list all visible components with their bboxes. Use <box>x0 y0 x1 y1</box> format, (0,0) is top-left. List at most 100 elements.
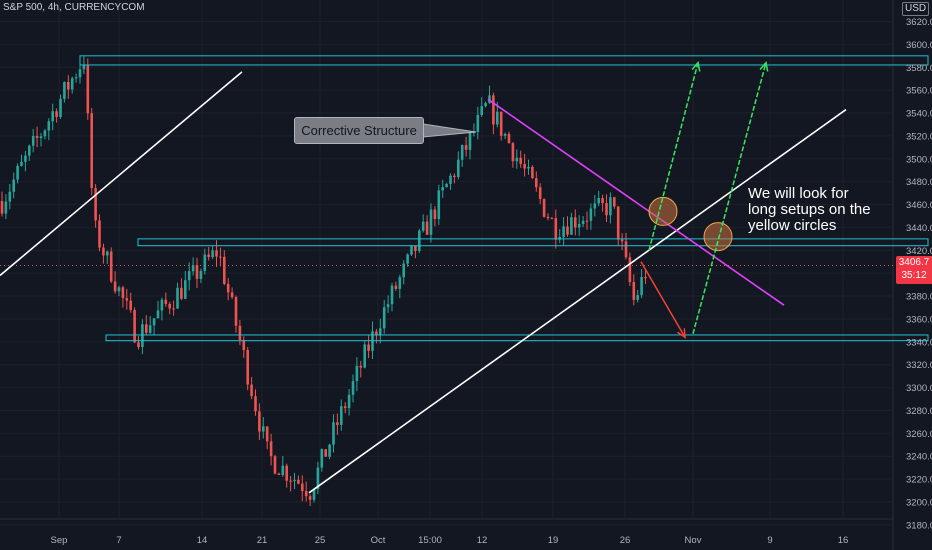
bar-countdown: 35:12 <box>901 270 927 281</box>
candle-body <box>418 230 421 252</box>
candle-body <box>246 350 249 385</box>
candle-body <box>601 198 604 203</box>
grid <box>0 0 894 550</box>
candle-body <box>168 303 171 309</box>
candle-body <box>262 426 265 432</box>
candle-body <box>63 81 66 99</box>
candle-body <box>488 95 491 104</box>
short-arrow-head <box>677 328 686 339</box>
price-tick-label: 3540.0 <box>906 109 932 120</box>
candle-body <box>320 449 324 468</box>
candle-body <box>363 344 366 368</box>
candle-body <box>425 221 429 235</box>
candle-body <box>410 245 413 255</box>
time-tick-label: 14 <box>197 535 208 546</box>
candle-body <box>382 307 386 329</box>
price-tick-label: 3560.0 <box>906 86 932 97</box>
candle-body <box>453 175 456 178</box>
candle-body <box>624 241 628 258</box>
candle-body <box>538 187 542 200</box>
candle-body <box>219 256 222 258</box>
price-tick-label: 3480.0 <box>906 177 932 188</box>
candle-body <box>386 304 390 308</box>
candle-body <box>570 217 573 235</box>
candle-body <box>620 239 624 242</box>
candle-body <box>359 365 363 368</box>
candle-body <box>207 254 210 258</box>
candle-body <box>605 202 608 216</box>
candle-body <box>31 136 35 146</box>
long-setup-note[interactable]: We will look for long setups on the yell… <box>748 185 871 234</box>
candle-body <box>258 411 261 432</box>
candle-body <box>523 163 526 169</box>
candle-body <box>332 422 335 445</box>
candle-body <box>336 422 339 425</box>
candle-body <box>152 318 156 326</box>
candle-body <box>55 111 58 117</box>
candle-body <box>632 282 636 300</box>
candle-body <box>269 441 273 457</box>
candle-body <box>156 310 160 319</box>
candle-body <box>394 285 398 289</box>
candle-body <box>554 218 558 240</box>
candle-body <box>125 298 129 301</box>
candle-body <box>375 331 378 336</box>
time-axis[interactable]: Sep 7 14 21 25 Oct 15:00 12 19 26 Nov 9 16 <box>51 535 849 546</box>
candle-body <box>113 281 117 292</box>
price-tick-label: 3220.0 <box>906 475 932 486</box>
candle-body <box>230 292 234 298</box>
candle-body <box>558 236 561 240</box>
candle-body <box>191 265 195 272</box>
candle-body <box>433 209 437 219</box>
candles <box>0 55 647 507</box>
time-tick-label: Nov <box>685 535 702 546</box>
candle-body <box>35 136 39 138</box>
candle-body <box>277 473 281 475</box>
currency-label[interactable]: USD <box>902 2 930 16</box>
candle-body <box>515 157 519 162</box>
candle-body <box>70 78 74 90</box>
symbol-label[interactable]: S&P 500, 4h, CURRENCYCOM <box>3 2 145 13</box>
candle-body <box>351 380 355 395</box>
long-arrow-2-head <box>759 61 769 72</box>
candle-body <box>503 133 507 136</box>
candle-body <box>117 287 121 292</box>
candle-body <box>347 394 351 409</box>
candle-body <box>297 479 300 484</box>
candle-body <box>406 254 409 264</box>
last-price-value: 3406.7 <box>898 257 930 268</box>
candle-body <box>164 299 168 304</box>
candle-body <box>566 226 569 235</box>
price-axis[interactable]: 3180.0 3200.0 3220.0 3240.0 3260.0 3280.0 3300… <box>906 17 932 531</box>
support-resistance-zone <box>137 238 929 247</box>
candle-body <box>86 64 90 114</box>
candle-body <box>437 190 441 219</box>
candle-body <box>449 175 452 184</box>
corrective-structure-callout[interactable]: Corrective Structure <box>294 117 424 144</box>
callout-pointer <box>422 123 477 138</box>
time-tick-label: 19 <box>548 535 559 546</box>
candle-body <box>133 309 136 343</box>
price-tick-label: 3580.0 <box>906 63 932 74</box>
price-tick-label: 3620.0 <box>906 17 932 28</box>
candle-body <box>281 465 285 475</box>
time-tick-label: 12 <box>477 535 488 546</box>
candle-body <box>414 245 417 252</box>
time-tick-label: Oct <box>371 535 386 546</box>
candle-body <box>90 113 93 189</box>
candle-body <box>445 183 448 188</box>
candle-body <box>285 465 288 481</box>
candle-body <box>176 287 179 309</box>
candle-body <box>301 483 304 492</box>
candle-body <box>47 121 51 131</box>
candle-body <box>640 276 643 296</box>
price-tick-label: 3240.0 <box>906 452 932 463</box>
candle-body <box>223 256 226 284</box>
candle-body <box>531 166 534 179</box>
candle-body <box>312 489 316 500</box>
entry-circle <box>703 222 733 252</box>
candle-body <box>550 218 554 220</box>
candle-body <box>527 166 530 169</box>
price-tick-label: 3260.0 <box>906 429 932 440</box>
